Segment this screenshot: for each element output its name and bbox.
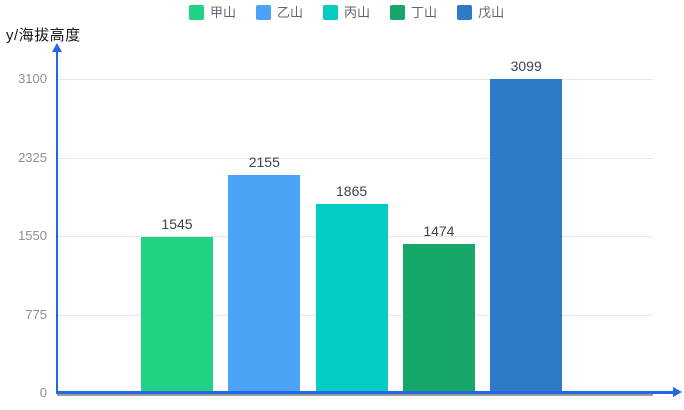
legend-item-2[interactable]: 乙山 (256, 5, 303, 20)
x-axis-arrow-icon (673, 387, 682, 397)
gridline (58, 157, 653, 159)
legend-label: 丙山 (344, 5, 371, 20)
legend-swatch-icon (323, 5, 339, 20)
legend-swatch-icon (457, 5, 473, 20)
bar-value-label: 1865 (336, 183, 368, 200)
y-tick-label: 3100 (18, 71, 47, 86)
y-tick-label: 2325 (18, 149, 47, 165)
legend-swatch-icon (189, 5, 204, 20)
legend-label: 戊山 (478, 5, 505, 20)
legend-label: 甲山 (210, 5, 237, 20)
bar-甲山: 1545 (141, 216, 213, 393)
legend-item-1[interactable]: 甲山 (189, 5, 236, 20)
bar-乙山: 2155 (228, 154, 301, 393)
legend-item-5[interactable]: 戊山 (457, 5, 504, 20)
y-axis-title: y/海拔高度 (6, 27, 81, 44)
bar-丁山: 1474 (402, 223, 475, 393)
legend-label: 丁山 (411, 5, 438, 20)
y-tick-label: 775 (25, 306, 47, 322)
bar-戊山: 3099 (490, 58, 563, 393)
bar-丙山: 1865 (315, 183, 388, 393)
y-tick-label: 0 (39, 385, 47, 400)
bar-value-label: 1474 (423, 222, 455, 239)
legend-item-3[interactable]: 丙山 (323, 5, 370, 20)
legend-swatch-icon (256, 5, 272, 20)
bar-value-label: 1545 (161, 215, 193, 232)
chart-legend: 甲山 乙山 丙山 丁山 戊山 (189, 5, 504, 20)
y-axis-line (56, 50, 58, 394)
legend-label: 乙山 (277, 5, 304, 20)
legend-item-4[interactable]: 丁山 (390, 5, 437, 20)
y-axis-arrow-icon (52, 43, 62, 52)
legend-swatch-icon (390, 5, 406, 20)
y-tick-label: 1550 (18, 228, 47, 243)
x-axis-shadow (57, 394, 653, 396)
x-axis-line (56, 391, 674, 394)
bar-value-label: 3099 (510, 58, 542, 75)
gridline (58, 79, 653, 80)
bar-value-label: 2155 (248, 153, 280, 170)
